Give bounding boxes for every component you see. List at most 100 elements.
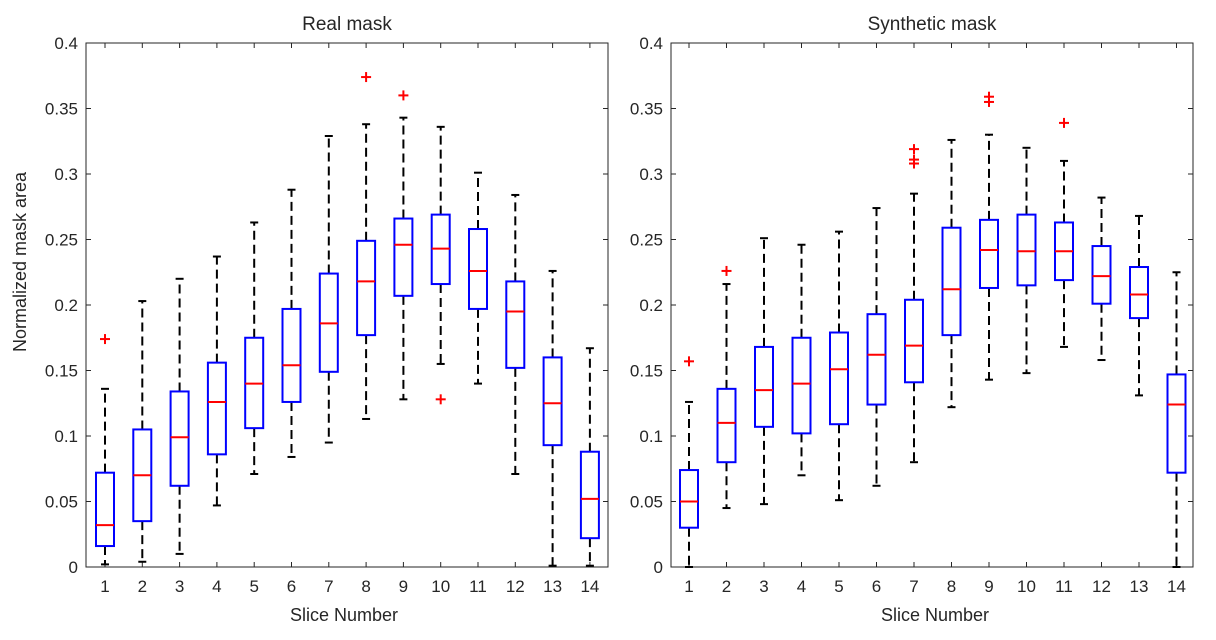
box-group-slice-3 <box>754 237 774 506</box>
y-tick-label: 0.2 <box>54 296 78 315</box>
y-tick-label: 0 <box>69 558 78 577</box>
y-tick-label: 0.1 <box>639 427 663 446</box>
box-group-slice-6 <box>281 188 302 458</box>
box-group-slice-2 <box>132 300 153 563</box>
panel-real-mask: Real mask Slice Number Normalized mask a… <box>10 14 609 625</box>
x-tick-label: 13 <box>1130 577 1149 596</box>
x-tick-label: 9 <box>984 577 993 596</box>
chart-title: Real mask <box>302 14 392 35</box>
outlier-marker <box>435 394 446 405</box>
iqr-box <box>356 239 377 337</box>
box-group-slice-11 <box>468 171 488 385</box>
x-tick-label: 8 <box>361 577 370 596</box>
y-tick-label: 0.15 <box>630 362 663 381</box>
iqr-box <box>754 345 774 428</box>
y-tick-label: 0.05 <box>630 493 663 512</box>
outlier-marker <box>398 90 409 101</box>
x-tick-label: 7 <box>324 577 333 596</box>
outlier-marker <box>100 334 110 345</box>
y-tick-label: 0.15 <box>45 362 78 381</box>
iqr-box <box>679 469 699 529</box>
box-group-slice-4 <box>791 243 812 477</box>
y-axis-label: Normalized mask area <box>10 171 30 352</box>
box-group-slice-8 <box>356 72 377 420</box>
y-tick-label: 0.2 <box>639 296 663 315</box>
panel-synthetic-mask: Synthetic mask Slice Number 0 0.05 0.1 0.15… <box>630 14 1194 625</box>
x-tick-label: 12 <box>506 577 525 596</box>
iqr-box <box>281 307 302 403</box>
box-group-slice-14 <box>579 347 600 567</box>
x-tick-label: 2 <box>722 577 731 596</box>
iqr-box <box>791 336 812 435</box>
plot-area-frame <box>670 42 1194 568</box>
box-group-slice-12 <box>505 193 526 475</box>
box-group-slice-13 <box>542 269 563 567</box>
iqr-box <box>829 331 849 426</box>
y-tick-label: 0.35 <box>45 100 78 119</box>
box-group-slice-10 <box>1016 146 1037 375</box>
outlier-marker <box>361 72 372 83</box>
box-group-slice-4 <box>206 255 227 507</box>
box-group-slice-1 <box>679 356 699 568</box>
x-tick-label: 7 <box>909 577 918 596</box>
x-tick-label: 10 <box>431 577 450 596</box>
x-tick-label: 3 <box>759 577 768 596</box>
plot-area-frame <box>85 42 609 568</box>
x-axis-label: Slice Number <box>290 605 398 625</box>
x-tick-label: 8 <box>947 577 956 596</box>
axis-ticks: 00.050.10.150.20.250.30.350.41 2 3 4 5 6 7 8 9 10… <box>630 34 1193 596</box>
iqr-box <box>542 356 563 447</box>
box-group-slice-14 <box>1166 271 1187 568</box>
box-group-slice-11 <box>1054 117 1074 348</box>
outlier-marker <box>684 356 694 367</box>
x-tick-label: 11 <box>469 577 487 596</box>
iqr-box <box>979 218 999 289</box>
iqr-box <box>1016 213 1037 287</box>
outlier-marker <box>1059 117 1069 128</box>
box-group-slice-2 <box>716 265 737 510</box>
iqr-box <box>95 471 115 548</box>
x-tick-label: 13 <box>543 577 562 596</box>
iqr-box <box>1091 245 1112 305</box>
box-marks <box>95 72 600 567</box>
x-tick-label: 6 <box>287 577 296 596</box>
box-group-slice-12 <box>1091 196 1112 362</box>
iqr-box <box>579 450 600 540</box>
box-group-slice-9 <box>393 90 414 401</box>
x-tick-label: 14 <box>580 577 599 596</box>
iqr-box <box>941 226 962 337</box>
iqr-box <box>206 361 227 456</box>
y-tick-label: 0.4 <box>639 34 663 53</box>
box-group-slice-8 <box>941 138 962 409</box>
x-tick-label: 14 <box>1167 577 1186 596</box>
box-group-slice-5 <box>244 221 265 475</box>
outlier-marker <box>909 144 919 155</box>
y-tick-label: 0.35 <box>630 100 663 119</box>
iqr-box <box>1166 373 1187 474</box>
x-tick-label: 10 <box>1017 577 1036 596</box>
x-tick-label: 3 <box>175 577 184 596</box>
box-group-slice-3 <box>169 277 190 555</box>
y-tick-label: 0.4 <box>54 34 78 53</box>
y-tick-label: 0.25 <box>630 231 663 250</box>
iqr-box <box>468 228 488 310</box>
x-tick-label: 1 <box>100 577 109 596</box>
iqr-box <box>169 390 190 487</box>
x-tick-label: 6 <box>872 577 881 596</box>
x-tick-label: 5 <box>249 577 258 596</box>
x-tick-label: 12 <box>1092 577 1111 596</box>
y-tick-label: 0.3 <box>639 165 663 184</box>
box-marks <box>679 91 1187 568</box>
box-group-slice-6 <box>866 207 887 487</box>
x-tick-label: 4 <box>797 577 806 596</box>
y-tick-label: 0.05 <box>45 493 78 512</box>
outlier-marker <box>984 91 994 102</box>
iqr-box <box>1129 266 1149 320</box>
iqr-box <box>904 298 924 384</box>
outlier-marker <box>909 154 919 165</box>
x-tick-label: 11 <box>1055 577 1073 596</box>
outlier-marker <box>721 265 732 276</box>
box-group-slice-13 <box>1129 214 1149 397</box>
x-tick-label: 9 <box>399 577 408 596</box>
